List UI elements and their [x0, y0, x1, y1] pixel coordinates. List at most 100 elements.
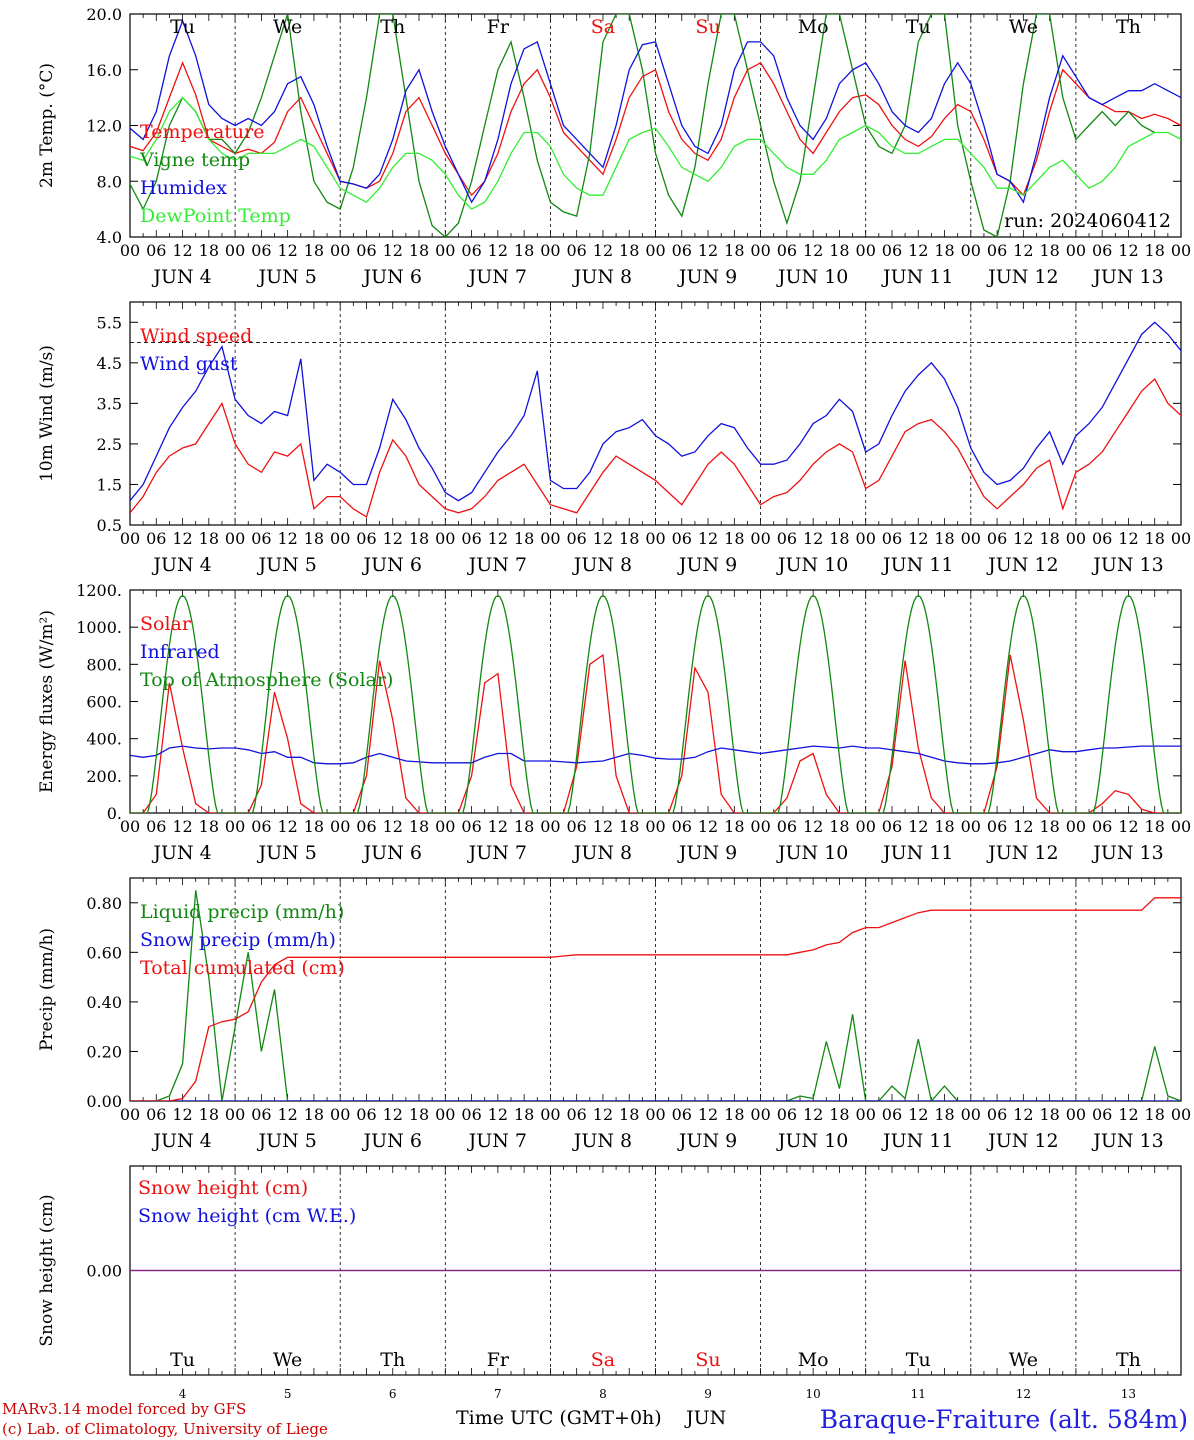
hour-tick-label: 06: [882, 529, 902, 548]
date-label: JUN 8: [572, 1130, 632, 1152]
hour-tick-label: 12: [698, 241, 718, 260]
weekday-label: Sa: [591, 1349, 615, 1371]
hour-tick-label: 00: [540, 529, 560, 548]
panel-wind: 0.5 1.5 2.5 3.5 4.5 5.5 10m Wind (m/s) Wind spe…: [37, 301, 1191, 576]
weekday-label: Th: [380, 16, 405, 38]
legend-entry: Vigne temp: [139, 149, 250, 171]
hour-tick-label: 06: [1092, 529, 1112, 548]
hour-tick-label: 18: [1145, 241, 1165, 260]
date-label: JUN 10: [776, 266, 848, 288]
plot-frame: [129, 13, 1182, 238]
y-axis-label: Snow height (cm): [37, 1194, 57, 1346]
date-label: JUN 13: [1091, 554, 1163, 576]
hour-tick-label: 12: [1013, 817, 1033, 836]
hour-tick-label: 12: [803, 241, 823, 260]
hour-tick-label: 06: [566, 241, 586, 260]
hour-tick-label: 18: [829, 1105, 849, 1124]
hour-tick-label: 12: [698, 817, 718, 836]
weekday-label: Th: [1116, 16, 1141, 38]
hour-tick-label: 00: [1171, 1105, 1191, 1124]
time-axis-label: Time UTC (GMT+0h): [456, 1407, 662, 1429]
date-label: JUN 5: [256, 1130, 316, 1152]
hour-tick-label: 12: [1013, 241, 1033, 260]
hour-tick-label: 06: [1092, 1105, 1112, 1124]
hour-tick-label: 18: [619, 1105, 639, 1124]
hour-tick-label: 00: [750, 817, 770, 836]
hour-tick-label: 12: [1118, 1105, 1138, 1124]
hour-tick-label: 18: [1039, 1105, 1059, 1124]
date-label: JUN 8: [572, 842, 632, 864]
legend-entry: Solar: [140, 613, 192, 635]
hour-tick-label: 12: [488, 241, 508, 260]
day-number-label: 8: [599, 1387, 607, 1401]
day-number-label: 10: [806, 1387, 821, 1401]
weekday-label: Fr: [487, 1349, 510, 1371]
hour-tick-label: 12: [172, 1105, 192, 1124]
hour-tick-label: 00: [225, 817, 245, 836]
hour-tick-label: 12: [803, 529, 823, 548]
hour-tick-label: 12: [383, 241, 403, 260]
date-label: JUN 6: [362, 266, 422, 288]
legend-entry: Infrared: [140, 641, 220, 663]
date-label: JUN 9: [677, 842, 737, 864]
weekday-label: Tu: [170, 1349, 195, 1371]
date-label: JUN 4: [151, 554, 211, 576]
hour-tick-label: 00: [120, 1105, 140, 1124]
hour-tick-label: 06: [777, 817, 797, 836]
hour-tick-label: 00: [856, 529, 876, 548]
weekday-label: Tu: [906, 1349, 931, 1371]
date-label: JUN 11: [881, 554, 953, 576]
hour-tick-label: 00: [645, 529, 665, 548]
date-label: JUN 4: [151, 1130, 211, 1152]
date-label: JUN 10: [776, 1130, 848, 1152]
hour-tick-label: 06: [356, 817, 376, 836]
hour-tick-label: 06: [356, 241, 376, 260]
weekday-label: We: [1009, 1349, 1038, 1371]
hour-tick-label: 00: [856, 817, 876, 836]
y-tick-label: 0.60: [86, 943, 122, 962]
hour-tick-label: 18: [829, 817, 849, 836]
hour-tick-label: 18: [1039, 817, 1059, 836]
hour-tick-label: 00: [435, 817, 455, 836]
y-tick-label: 4.0: [97, 228, 122, 247]
hour-tick-label: 12: [172, 817, 192, 836]
hour-tick-label: 06: [1092, 817, 1112, 836]
y-tick-label: 0.00: [86, 1092, 122, 1111]
plot-area: [130, 321, 1181, 518]
hour-tick-label: 12: [593, 241, 613, 260]
hour-tick-label: 12: [1013, 529, 1033, 548]
weekday-label: We: [1009, 16, 1038, 38]
hour-tick-label: 18: [829, 529, 849, 548]
hour-tick-label: 06: [461, 529, 481, 548]
y-tick-label: 1200.: [76, 581, 122, 600]
hour-tick-label: 00: [961, 817, 981, 836]
date-label: JUN 9: [677, 554, 737, 576]
date-label: JUN 7: [467, 266, 527, 288]
hour-tick-label: 18: [199, 1105, 219, 1124]
date-label: JUN 12: [986, 266, 1058, 288]
hour-tick-label: 00: [1171, 817, 1191, 836]
weekday-label: We: [273, 1349, 302, 1371]
hour-tick-label: 00: [856, 1105, 876, 1124]
date-label: JUN 8: [572, 554, 632, 576]
series-line-wind-1: [130, 321, 1181, 502]
y-tick-label: 800.: [86, 655, 122, 674]
hour-tick-label: 12: [593, 817, 613, 836]
y-tick-label: 20.0: [86, 5, 122, 24]
hour-tick-label: 18: [199, 817, 219, 836]
y-tick-label: 3.5: [97, 394, 122, 413]
hour-tick-label: 12: [908, 1105, 928, 1124]
hour-tick-label: 00: [435, 1105, 455, 1124]
hour-tick-label: 00: [330, 241, 350, 260]
hour-tick-label: 06: [251, 1105, 271, 1124]
y-tick-label: 4.5: [97, 354, 122, 373]
legend-entry: DewPoint Temp: [140, 205, 291, 227]
hour-tick-label: 18: [514, 241, 534, 260]
hour-tick-label: 18: [304, 529, 324, 548]
date-label: JUN 12: [986, 1130, 1058, 1152]
legend-entry: Snow height (cm): [138, 1177, 308, 1199]
day-number-label: 13: [1121, 1387, 1136, 1401]
weekday-label: Sa: [591, 16, 615, 38]
y-tick-label: 0.: [107, 804, 122, 823]
hour-tick-label: 06: [251, 241, 271, 260]
